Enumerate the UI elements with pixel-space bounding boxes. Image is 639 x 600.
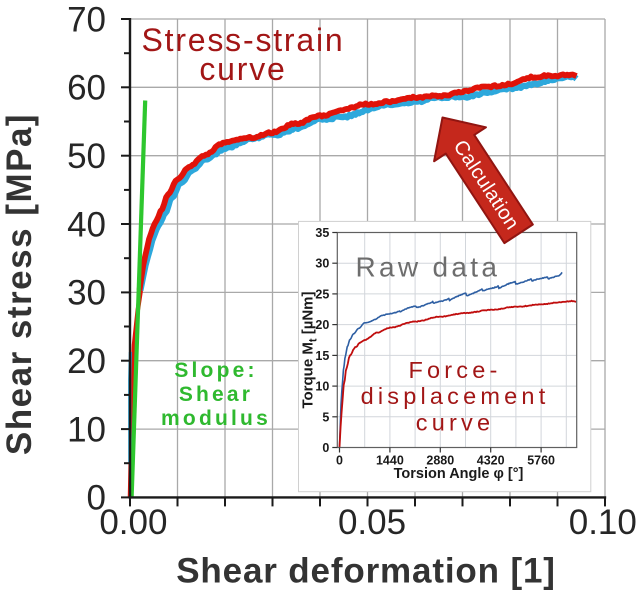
svg-text:Stress-strain: Stress-strain [142, 22, 345, 58]
svg-text:Shear stress [MPa]: Shear stress [MPa] [0, 113, 39, 455]
svg-text:1440: 1440 [376, 454, 404, 468]
svg-text:30: 30 [67, 274, 106, 313]
svg-text:0: 0 [336, 454, 343, 468]
svg-text:modulus: modulus [161, 407, 271, 430]
svg-text:displacement: displacement [361, 383, 550, 409]
svg-text:40: 40 [67, 205, 106, 244]
svg-text:0.00: 0.00 [99, 503, 167, 542]
svg-text:30: 30 [315, 257, 329, 271]
svg-text:0.10: 0.10 [569, 503, 637, 542]
svg-text:Torque Mt [µNm]: Torque Mt [µNm] [300, 291, 320, 408]
svg-text:curve: curve [416, 410, 494, 436]
svg-text:0.05: 0.05 [338, 503, 406, 542]
svg-text:10: 10 [67, 410, 106, 449]
svg-text:50: 50 [67, 137, 106, 176]
svg-text:Torsion Angle φ [°]: Torsion Angle φ [°] [394, 466, 524, 482]
svg-text:20: 20 [315, 318, 329, 332]
svg-text:0: 0 [322, 441, 329, 455]
svg-text:Shear deformation [1]: Shear deformation [1] [176, 552, 556, 591]
svg-text:20: 20 [67, 342, 106, 381]
svg-text:10: 10 [315, 380, 329, 394]
svg-text:Shear: Shear [179, 383, 253, 406]
svg-text:Slope:: Slope: [174, 359, 257, 382]
svg-text:70: 70 [67, 0, 106, 39]
svg-text:2880: 2880 [426, 454, 454, 468]
svg-text:60: 60 [67, 69, 106, 108]
svg-text:Force-: Force- [408, 357, 501, 383]
svg-text:4320: 4320 [477, 454, 505, 468]
svg-text:25: 25 [315, 287, 329, 301]
svg-text:5: 5 [322, 410, 329, 424]
svg-text:Raw data: Raw data [356, 252, 501, 283]
svg-text:0: 0 [87, 479, 106, 518]
svg-text:35: 35 [315, 226, 329, 240]
svg-text:5760: 5760 [527, 454, 555, 468]
svg-text:15: 15 [315, 349, 329, 363]
svg-text:curve: curve [199, 51, 286, 87]
